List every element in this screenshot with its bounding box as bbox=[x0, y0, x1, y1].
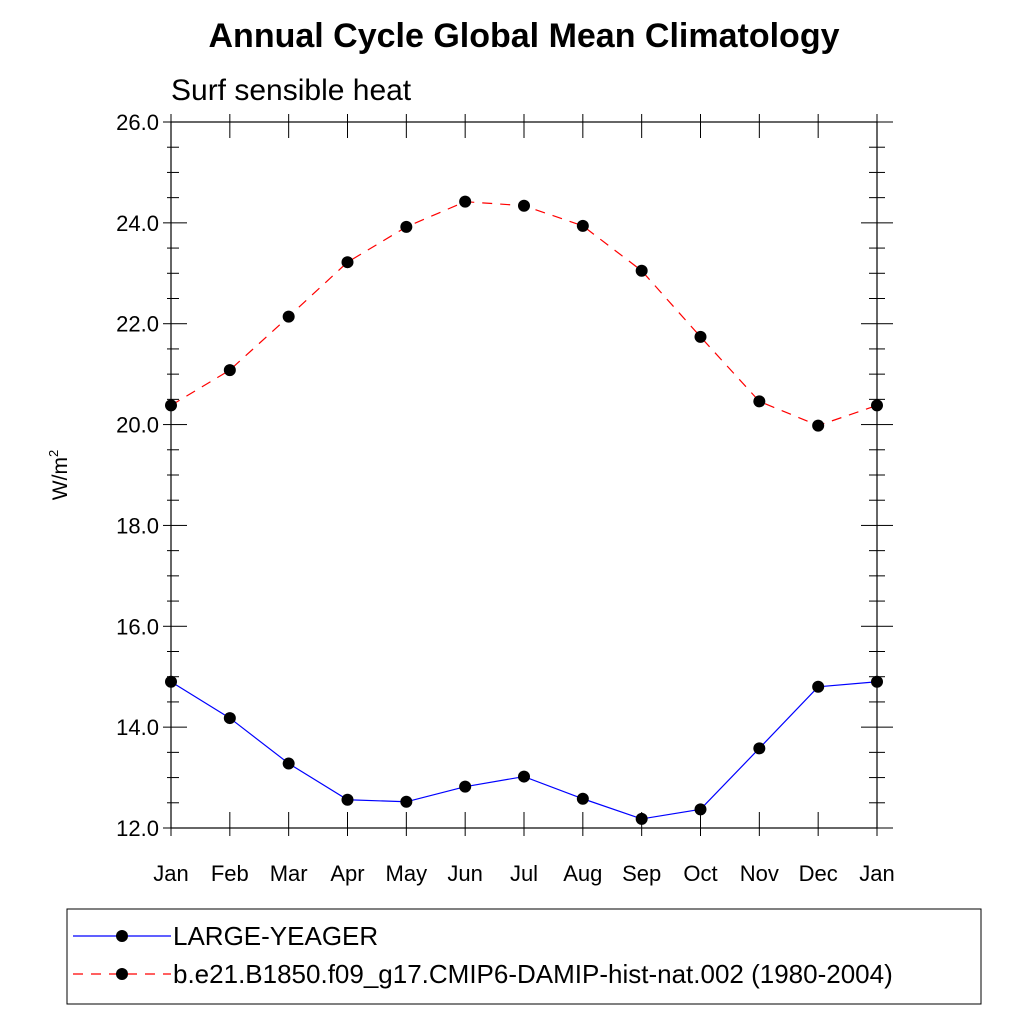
data-point bbox=[576, 792, 589, 805]
data-point bbox=[518, 770, 530, 783]
data-point bbox=[223, 364, 236, 377]
x-tick-label: Mar bbox=[270, 861, 308, 886]
x-tick-label: Aug bbox=[563, 861, 602, 886]
data-point bbox=[400, 795, 413, 808]
series-line bbox=[170, 681, 878, 820]
x-tick-label: Nov bbox=[740, 861, 779, 886]
data-point bbox=[635, 812, 648, 825]
plot-frame bbox=[170, 121, 878, 829]
x-tick-label: Jan bbox=[153, 861, 188, 886]
data-point bbox=[753, 742, 766, 755]
y-tick-label: 22.0 bbox=[116, 312, 159, 337]
legend: LARGE-YEAGER b.e21.B1850.f09_g17.CMIP6-D… bbox=[66, 908, 982, 1005]
data-point bbox=[282, 310, 295, 323]
data-point bbox=[812, 419, 825, 432]
legend-label-large-yeager: LARGE-YEAGER bbox=[173, 921, 378, 951]
y-tick-label: 24.0 bbox=[116, 211, 159, 236]
y-tick-label: 26.0 bbox=[116, 110, 159, 135]
series-1 bbox=[165, 195, 883, 432]
data-point bbox=[223, 712, 236, 725]
x-tick-label: Apr bbox=[330, 861, 364, 886]
y-tick-label: 16.0 bbox=[116, 614, 159, 639]
data-point bbox=[576, 219, 589, 232]
data-point bbox=[341, 793, 354, 806]
y-tick-label: 14.0 bbox=[116, 715, 159, 740]
series-0 bbox=[165, 675, 883, 825]
legend-marker-cmip6 bbox=[116, 968, 128, 980]
y-tick-label: 12.0 bbox=[116, 816, 159, 841]
data-point bbox=[812, 680, 825, 693]
plot-series bbox=[165, 195, 883, 825]
data-point bbox=[635, 264, 648, 277]
data-point bbox=[459, 780, 472, 793]
x-tick-label: Jul bbox=[510, 861, 538, 886]
data-point bbox=[400, 220, 413, 233]
legend-marker-large-yeager bbox=[116, 930, 128, 942]
chart-title: Annual Cycle Global Mean Climatology bbox=[209, 17, 840, 55]
data-point bbox=[341, 256, 354, 269]
y-axis-label: W/m2 bbox=[46, 450, 72, 500]
x-tick-label: May bbox=[386, 861, 428, 886]
data-point bbox=[518, 199, 530, 212]
svg-text:W/m2: W/m2 bbox=[46, 450, 72, 500]
x-tick-label: Jun bbox=[447, 861, 482, 886]
y-axis-label-unit: W/m bbox=[49, 457, 72, 500]
data-point bbox=[694, 330, 707, 343]
y-axis-label-superscript: 2 bbox=[46, 450, 61, 457]
data-point bbox=[753, 395, 766, 408]
x-tick-label: Dec bbox=[799, 861, 838, 886]
y-tick-label: 18.0 bbox=[116, 513, 159, 538]
series-line bbox=[170, 201, 878, 427]
x-tick-label: Sep bbox=[622, 861, 661, 886]
legend-label-cmip6: b.e21.B1850.f09_g17.CMIP6-DAMIP-hist-nat… bbox=[173, 959, 893, 989]
data-point bbox=[282, 757, 295, 770]
axes: 12.0 14.0 16.0 18.0 20.0 22.0 24.0 26.0 Jan Feb Ma… bbox=[116, 110, 895, 886]
legend-box bbox=[66, 908, 982, 1005]
x-tick-label: Jan bbox=[859, 861, 894, 886]
x-tick-label: Feb bbox=[211, 861, 249, 886]
x-tick-label: Oct bbox=[683, 861, 717, 886]
data-point bbox=[459, 195, 472, 208]
y-tick-label: 20.0 bbox=[116, 413, 159, 438]
data-point bbox=[694, 803, 707, 816]
chart-subtitle: Surf sensible heat bbox=[171, 74, 412, 107]
